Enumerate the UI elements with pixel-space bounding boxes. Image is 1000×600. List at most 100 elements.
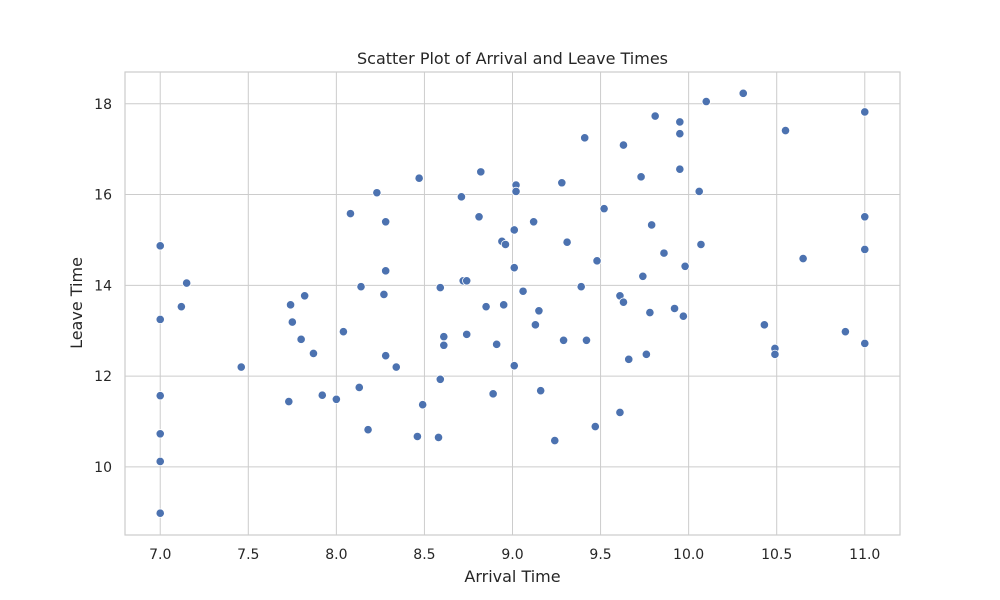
data-point [675, 164, 685, 174]
data-point [488, 389, 498, 399]
data-point [509, 263, 519, 273]
grid-lines [125, 72, 900, 535]
data-point [860, 338, 870, 349]
data-point [412, 431, 422, 442]
data-point [701, 96, 711, 107]
data-point [558, 335, 569, 345]
data-point [641, 349, 651, 359]
data-point [675, 117, 685, 127]
data-point [592, 256, 602, 266]
data-point [580, 133, 590, 143]
data-point [840, 327, 850, 337]
y-tick-label: 12 [94, 369, 112, 385]
data-point [680, 261, 690, 271]
data-point [439, 340, 449, 350]
data-point [624, 354, 634, 364]
data-point [694, 186, 704, 196]
data-point [529, 217, 539, 227]
data-point [798, 253, 808, 264]
data-point [356, 282, 366, 292]
data-point [618, 140, 629, 150]
data-point [615, 407, 625, 418]
data-point [182, 278, 192, 288]
data-point [155, 241, 165, 251]
x-tick-label: 7.5 [237, 547, 259, 563]
data-point [590, 421, 600, 432]
data-point [636, 172, 646, 182]
plot-area [124, 71, 901, 536]
data-point [557, 178, 567, 188]
data-point [509, 361, 519, 371]
data-point [645, 307, 655, 318]
data-point [518, 286, 528, 296]
data-point [860, 244, 870, 255]
y-tick-label: 16 [94, 188, 112, 204]
data-point [287, 317, 297, 327]
data-point [474, 212, 484, 222]
data-point [354, 382, 364, 393]
data-point [155, 508, 165, 518]
data-point [536, 386, 546, 396]
data-point [456, 192, 467, 202]
data-point [435, 374, 445, 384]
data-point [381, 351, 391, 361]
data-point [176, 302, 186, 312]
x-tick-label: 10.0 [673, 547, 704, 563]
data-point [509, 225, 519, 235]
x-tick-label: 9.0 [501, 547, 523, 563]
data-point [379, 289, 389, 300]
data-point [678, 311, 688, 321]
x-tick-label: 7.0 [149, 547, 171, 563]
data-point [391, 362, 401, 372]
data-point [285, 300, 296, 310]
data-point [363, 425, 373, 435]
data-point [659, 248, 669, 258]
x-tick-label: 8.5 [413, 547, 435, 563]
data-point [381, 266, 391, 276]
data-point [331, 394, 341, 404]
data-point [481, 302, 491, 312]
data-points [155, 88, 870, 518]
data-point [155, 314, 165, 324]
x-axis-label: Arrival Time [464, 567, 560, 586]
data-point [550, 435, 560, 446]
data-point [500, 239, 511, 250]
data-point [338, 327, 349, 337]
data-point [155, 391, 165, 401]
data-point [696, 239, 706, 250]
data-point [770, 349, 780, 359]
y-axis-ticks: 10 12 14 16 18 [94, 97, 112, 476]
y-axis-label: Leave Time [67, 257, 86, 349]
data-point [638, 271, 648, 281]
data-point [669, 303, 680, 314]
data-point [534, 306, 544, 316]
x-tick-label: 9.5 [589, 547, 611, 563]
data-point [462, 329, 472, 339]
data-point [381, 217, 391, 227]
data-point [738, 88, 748, 98]
data-point [462, 276, 472, 286]
data-point [439, 332, 449, 342]
data-point [618, 297, 629, 307]
data-point [284, 396, 294, 407]
data-point [581, 335, 592, 345]
y-tick-label: 18 [94, 97, 112, 113]
data-point [492, 339, 502, 349]
x-tick-label: 11.0 [849, 547, 880, 563]
data-point [576, 282, 586, 292]
data-point [511, 186, 521, 196]
data-point [599, 204, 609, 214]
x-tick-label: 8.0 [325, 547, 347, 563]
data-point [499, 300, 509, 310]
x-tick-label: 10.5 [761, 547, 792, 563]
data-point [650, 111, 660, 121]
data-point [308, 348, 319, 359]
x-axis-ticks: 7.0 7.5 8.0 8.5 9.0 9.5 10.0 10.5 11.0 [149, 547, 880, 563]
data-point [414, 173, 424, 183]
data-point [155, 429, 165, 439]
data-point [300, 291, 310, 301]
data-point [759, 320, 769, 330]
data-point [372, 188, 382, 198]
data-point [236, 362, 246, 372]
data-point [433, 432, 444, 443]
